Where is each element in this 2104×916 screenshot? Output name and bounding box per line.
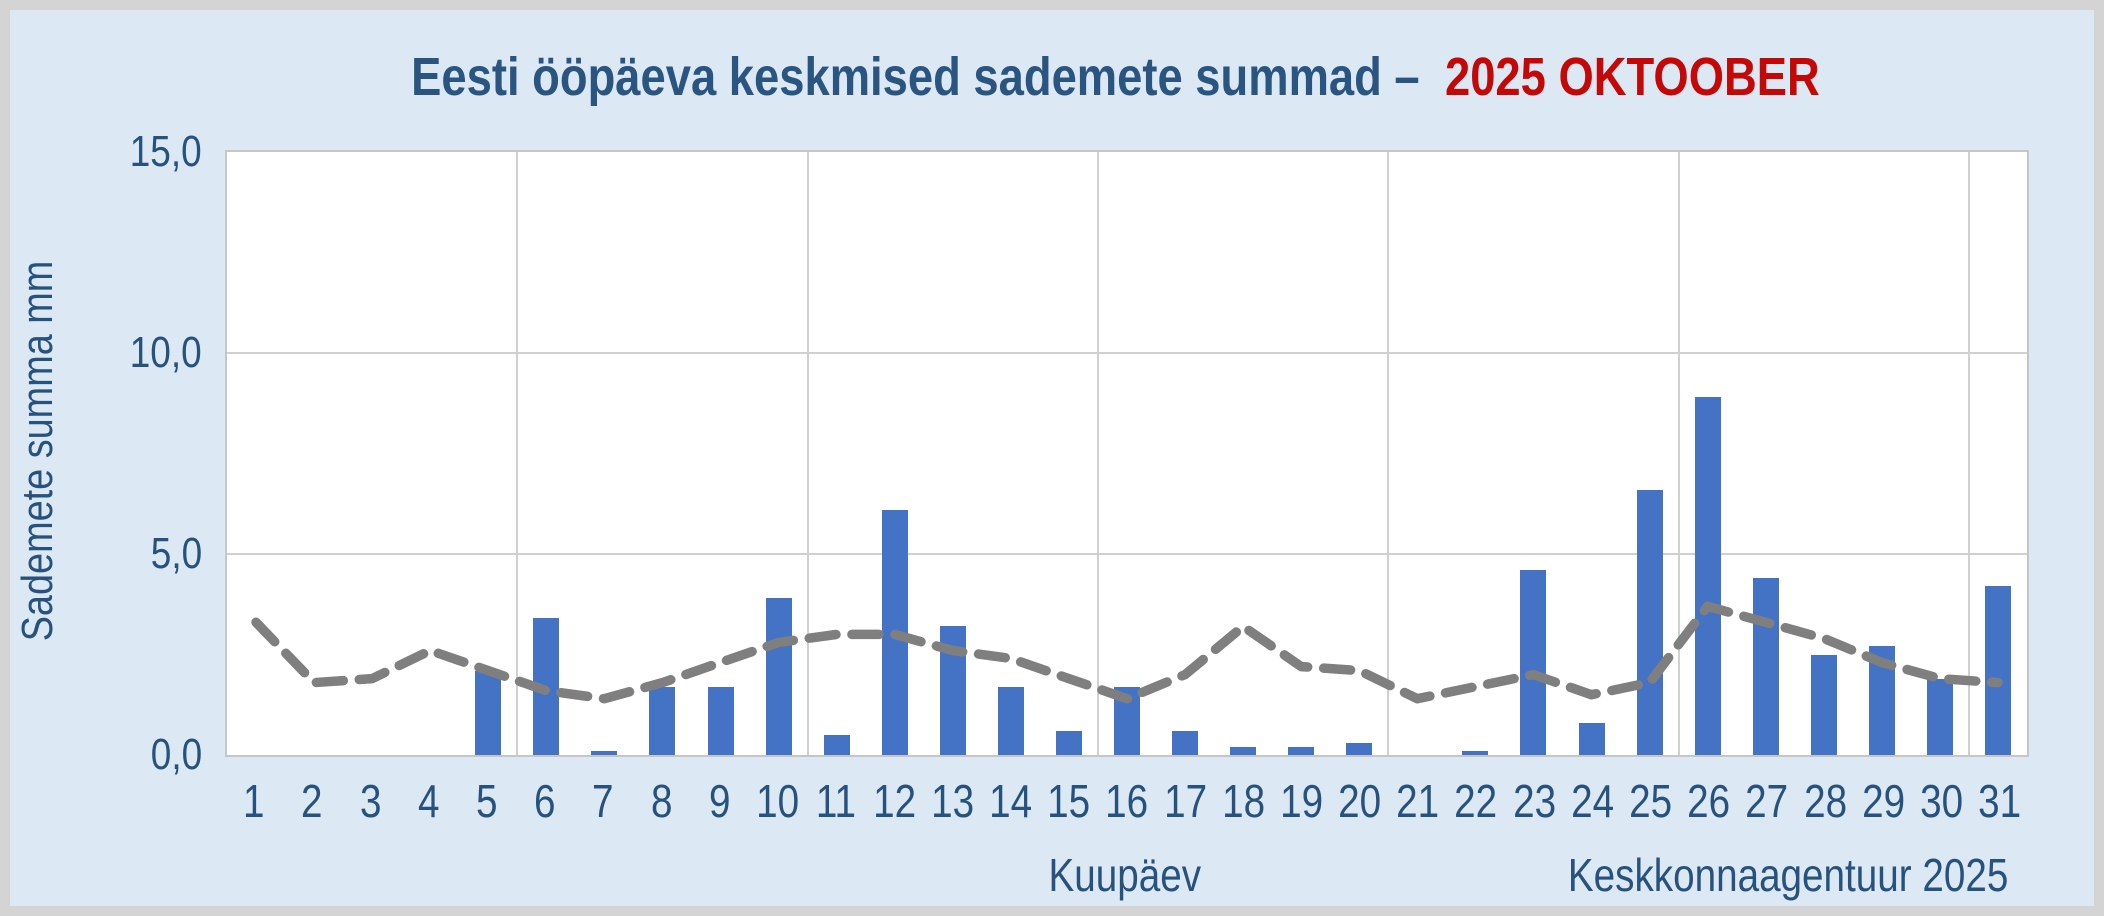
x-tick-6: 6	[534, 775, 556, 827]
gridline-h-5,0	[227, 553, 2027, 555]
x-tick-19: 19	[1279, 775, 1323, 827]
x-tick-1: 1	[243, 775, 265, 827]
x-tick-12: 12	[872, 775, 916, 827]
x-tick-23: 23	[1512, 775, 1556, 827]
dashed-line-layer	[251, 601, 2003, 704]
gridline-v-day5	[516, 152, 519, 755]
x-axis-ticks: 1 2 3 4 5 6 7 8 9 10 11 12 13 14 15 16 17 18 19 20 21 22 23 24 2…	[225, 773, 2029, 829]
y-tick-5,0: 5,0	[150, 529, 202, 578]
bar-day-20	[1346, 742, 1373, 755]
x-tick-10: 10	[756, 775, 800, 827]
bar-day-31	[1984, 586, 2011, 755]
gridline-v-day25	[1677, 152, 1680, 755]
x-tick-14: 14	[989, 775, 1033, 827]
bar-day-26	[1694, 397, 1721, 755]
x-tick-5: 5	[476, 775, 498, 827]
gridline-v-day30	[1967, 152, 1970, 755]
bar-day-24	[1578, 722, 1605, 755]
x-tick-21: 21	[1396, 775, 1440, 827]
y-tick-10,0: 10,0	[130, 328, 202, 377]
x-tick-27: 27	[1745, 775, 1789, 827]
chart-title-main: Eesti ööpäeva keskmised sademete summad …	[410, 47, 1420, 107]
x-tick-13: 13	[930, 775, 974, 827]
bar-day-23	[1520, 570, 1547, 755]
x-tick-22: 22	[1454, 775, 1498, 827]
x-tick-17: 17	[1163, 775, 1207, 827]
x-tick-31: 31	[1978, 775, 2022, 827]
x-tick-26: 26	[1687, 775, 1731, 827]
x-tick-30: 30	[1920, 775, 1964, 827]
x-tick-25: 25	[1629, 775, 1673, 827]
bar-day-18	[1230, 746, 1257, 755]
precipitation-norm-line	[251, 601, 2003, 704]
x-tick-15: 15	[1047, 775, 1091, 827]
x-tick-16: 16	[1105, 775, 1149, 827]
x-tick-2: 2	[301, 775, 324, 827]
bar-day-7	[591, 750, 618, 755]
x-tick-9: 9	[708, 775, 731, 827]
bar-day-15	[1055, 730, 1082, 755]
y-axis-ticks: 0,0 5,0 10,0 15,0	[10, 130, 202, 777]
bar-day-22	[1462, 750, 1489, 755]
chart-title: Eesti ööpäeva keskmised sademete summad …	[215, 46, 2015, 108]
x-tick-28: 28	[1803, 775, 1847, 827]
gridline-h-10,0	[227, 352, 2027, 354]
x-tick-24: 24	[1570, 775, 1614, 827]
credit-text: Keskkonnaagentuur 2025	[1567, 849, 2008, 901]
x-tick-3: 3	[359, 775, 382, 827]
x-tick-4: 4	[417, 775, 440, 827]
bar-day-19	[1288, 746, 1315, 755]
x-tick-20: 20	[1338, 775, 1382, 827]
bar-day-9	[707, 686, 734, 755]
x-tick-11: 11	[815, 775, 857, 827]
bar-day-25	[1636, 489, 1663, 755]
bar-day-5	[475, 670, 502, 755]
y-tick-0,0: 0,0	[150, 730, 202, 779]
x-tick-7: 7	[592, 775, 614, 827]
gridline-v-day20	[1387, 152, 1390, 755]
bar-day-28	[1810, 654, 1837, 755]
bar-day-10	[765, 598, 792, 755]
plot-area	[225, 150, 2029, 757]
gridline-v-day10	[806, 152, 809, 755]
bar-day-14	[997, 686, 1024, 755]
gridline-v-day15	[1096, 152, 1099, 755]
x-tick-8: 8	[650, 775, 673, 827]
x-axis-title: Kuupäev	[1048, 849, 1202, 901]
bar-day-30	[1926, 678, 1953, 755]
bar-day-17	[1172, 730, 1199, 755]
y-tick-15,0: 15,0	[130, 127, 202, 176]
bar-day-8	[649, 686, 676, 755]
x-tick-18: 18	[1221, 775, 1265, 827]
bar-day-11	[823, 734, 850, 755]
chart-title-period: 2025 OKTOOBER	[1444, 47, 1820, 107]
bar-day-27	[1752, 578, 1779, 755]
x-tick-29: 29	[1861, 775, 1905, 827]
